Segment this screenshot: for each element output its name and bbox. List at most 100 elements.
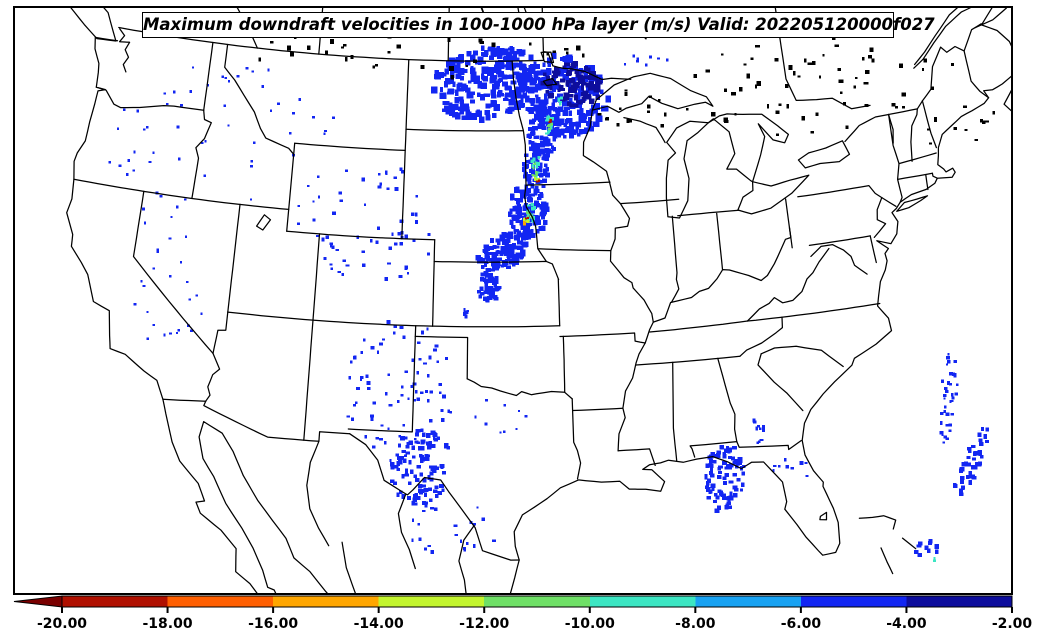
velocity-speckle [535,173,538,177]
velocity-speckle [520,64,527,71]
velocity-speckle [329,242,333,246]
velocity-speckle [421,330,425,335]
velocity-speckle [324,50,329,55]
velocity-speckle [927,128,931,131]
velocity-speckle [498,89,503,94]
velocity-speckle [133,150,136,154]
velocity-speckle [930,86,934,90]
boundary-mississippi-river [582,109,654,452]
velocity-speckle [526,205,532,210]
velocity-speckle [736,477,741,482]
velocity-speckle [547,123,551,127]
velocity-speckle [312,116,316,119]
velocity-speckle [493,48,498,54]
velocity-speckle [495,69,500,74]
velocity-region-bahamas-core-cyan [933,556,936,562]
velocity-speckle [562,75,566,80]
velocity-speckle [933,559,936,562]
velocity-speckle [526,219,530,223]
velocity-speckle [914,550,919,555]
velocity-speckle [473,50,478,56]
velocity-speckle [576,96,581,101]
velocity-speckle [297,204,300,208]
plot-title: Maximum downdraft velocities in 100-1000… [142,12,935,38]
velocity-speckle [710,483,716,488]
velocity-speckle [511,62,519,68]
velocity-speckle [726,495,730,501]
colorbar-segment [906,596,1012,607]
velocity-speckle [439,87,444,92]
velocity-speckle [507,211,512,218]
velocity-region-core-yellow-3 [522,217,530,223]
velocity-speckle [762,428,765,432]
velocity-speckle [790,467,794,470]
velocity-speckle [249,198,253,201]
velocity-speckle [420,445,425,451]
velocity-speckle [427,398,430,403]
velocity-speckle [533,174,537,177]
velocity-speckle [713,460,717,464]
velocity-speckle [732,485,738,490]
velocity-speckle [955,383,959,387]
velocity-speckle [417,522,420,526]
velocity-speckle [401,385,404,389]
velocity-speckle [169,274,172,278]
velocity-speckle [180,260,182,264]
velocity-speckle [420,457,425,462]
boundary-nh-vt [910,108,918,162]
velocity-speckle [497,74,504,78]
velocity-speckle [540,201,547,207]
velocity-speckle [427,474,431,480]
velocity-speckle [441,488,445,492]
velocity-speckle [551,147,556,152]
velocity-speckle [805,474,809,477]
boundary-tx-la [571,398,582,480]
velocity-speckle [534,179,537,182]
velocity-speckle [964,129,968,132]
velocity-speckle [535,164,539,169]
velocity-speckle [901,106,905,109]
velocity-speckle [531,164,535,168]
velocity-speckle [704,476,708,480]
velocity-speckle [845,125,849,129]
velocity-speckle [494,286,499,292]
velocity-speckle [329,263,333,266]
velocity-speckle [408,440,414,445]
velocity-speckle [544,147,550,154]
velocity-speckle [552,50,557,53]
colorbar-tick-label: -18.00 [143,616,193,632]
velocity-speckle [574,84,580,89]
velocity-speckle [532,89,538,93]
velocity-region-alabama-georgia-dots [772,458,809,477]
velocity-speckle [362,338,366,342]
velocity-speckle [513,245,518,250]
velocity-speckle [505,58,513,66]
velocity-speckle [497,48,505,55]
velocity-speckle [943,405,947,409]
velocity-speckle [422,509,426,513]
velocity-speckle [533,205,537,210]
velocity-speckle [804,58,807,63]
velocity-speckle [394,187,399,191]
velocity-speckle [454,97,459,104]
velocity-speckle [714,508,720,513]
velocity-speckle [587,67,591,74]
velocity-speckle [529,146,534,151]
velocity-speckle [331,245,335,249]
velocity-speckle [469,99,475,104]
velocity-speckle [392,331,396,335]
velocity-speckle [355,387,360,391]
velocity-speckle [568,94,574,98]
velocity-speckle [552,81,557,87]
velocity-speckle [578,89,582,96]
velocity-speckle [524,415,528,418]
velocity-speckle [508,90,514,97]
velocity-speckle [509,208,513,214]
velocity-speckle [425,433,431,438]
boundary-ca-nv [132,190,214,355]
velocity-speckle [550,92,555,98]
velocity-speckle [546,109,551,113]
velocity-speckle [539,135,544,141]
velocity-speckle [384,277,388,282]
velocity-speckle [522,241,527,248]
